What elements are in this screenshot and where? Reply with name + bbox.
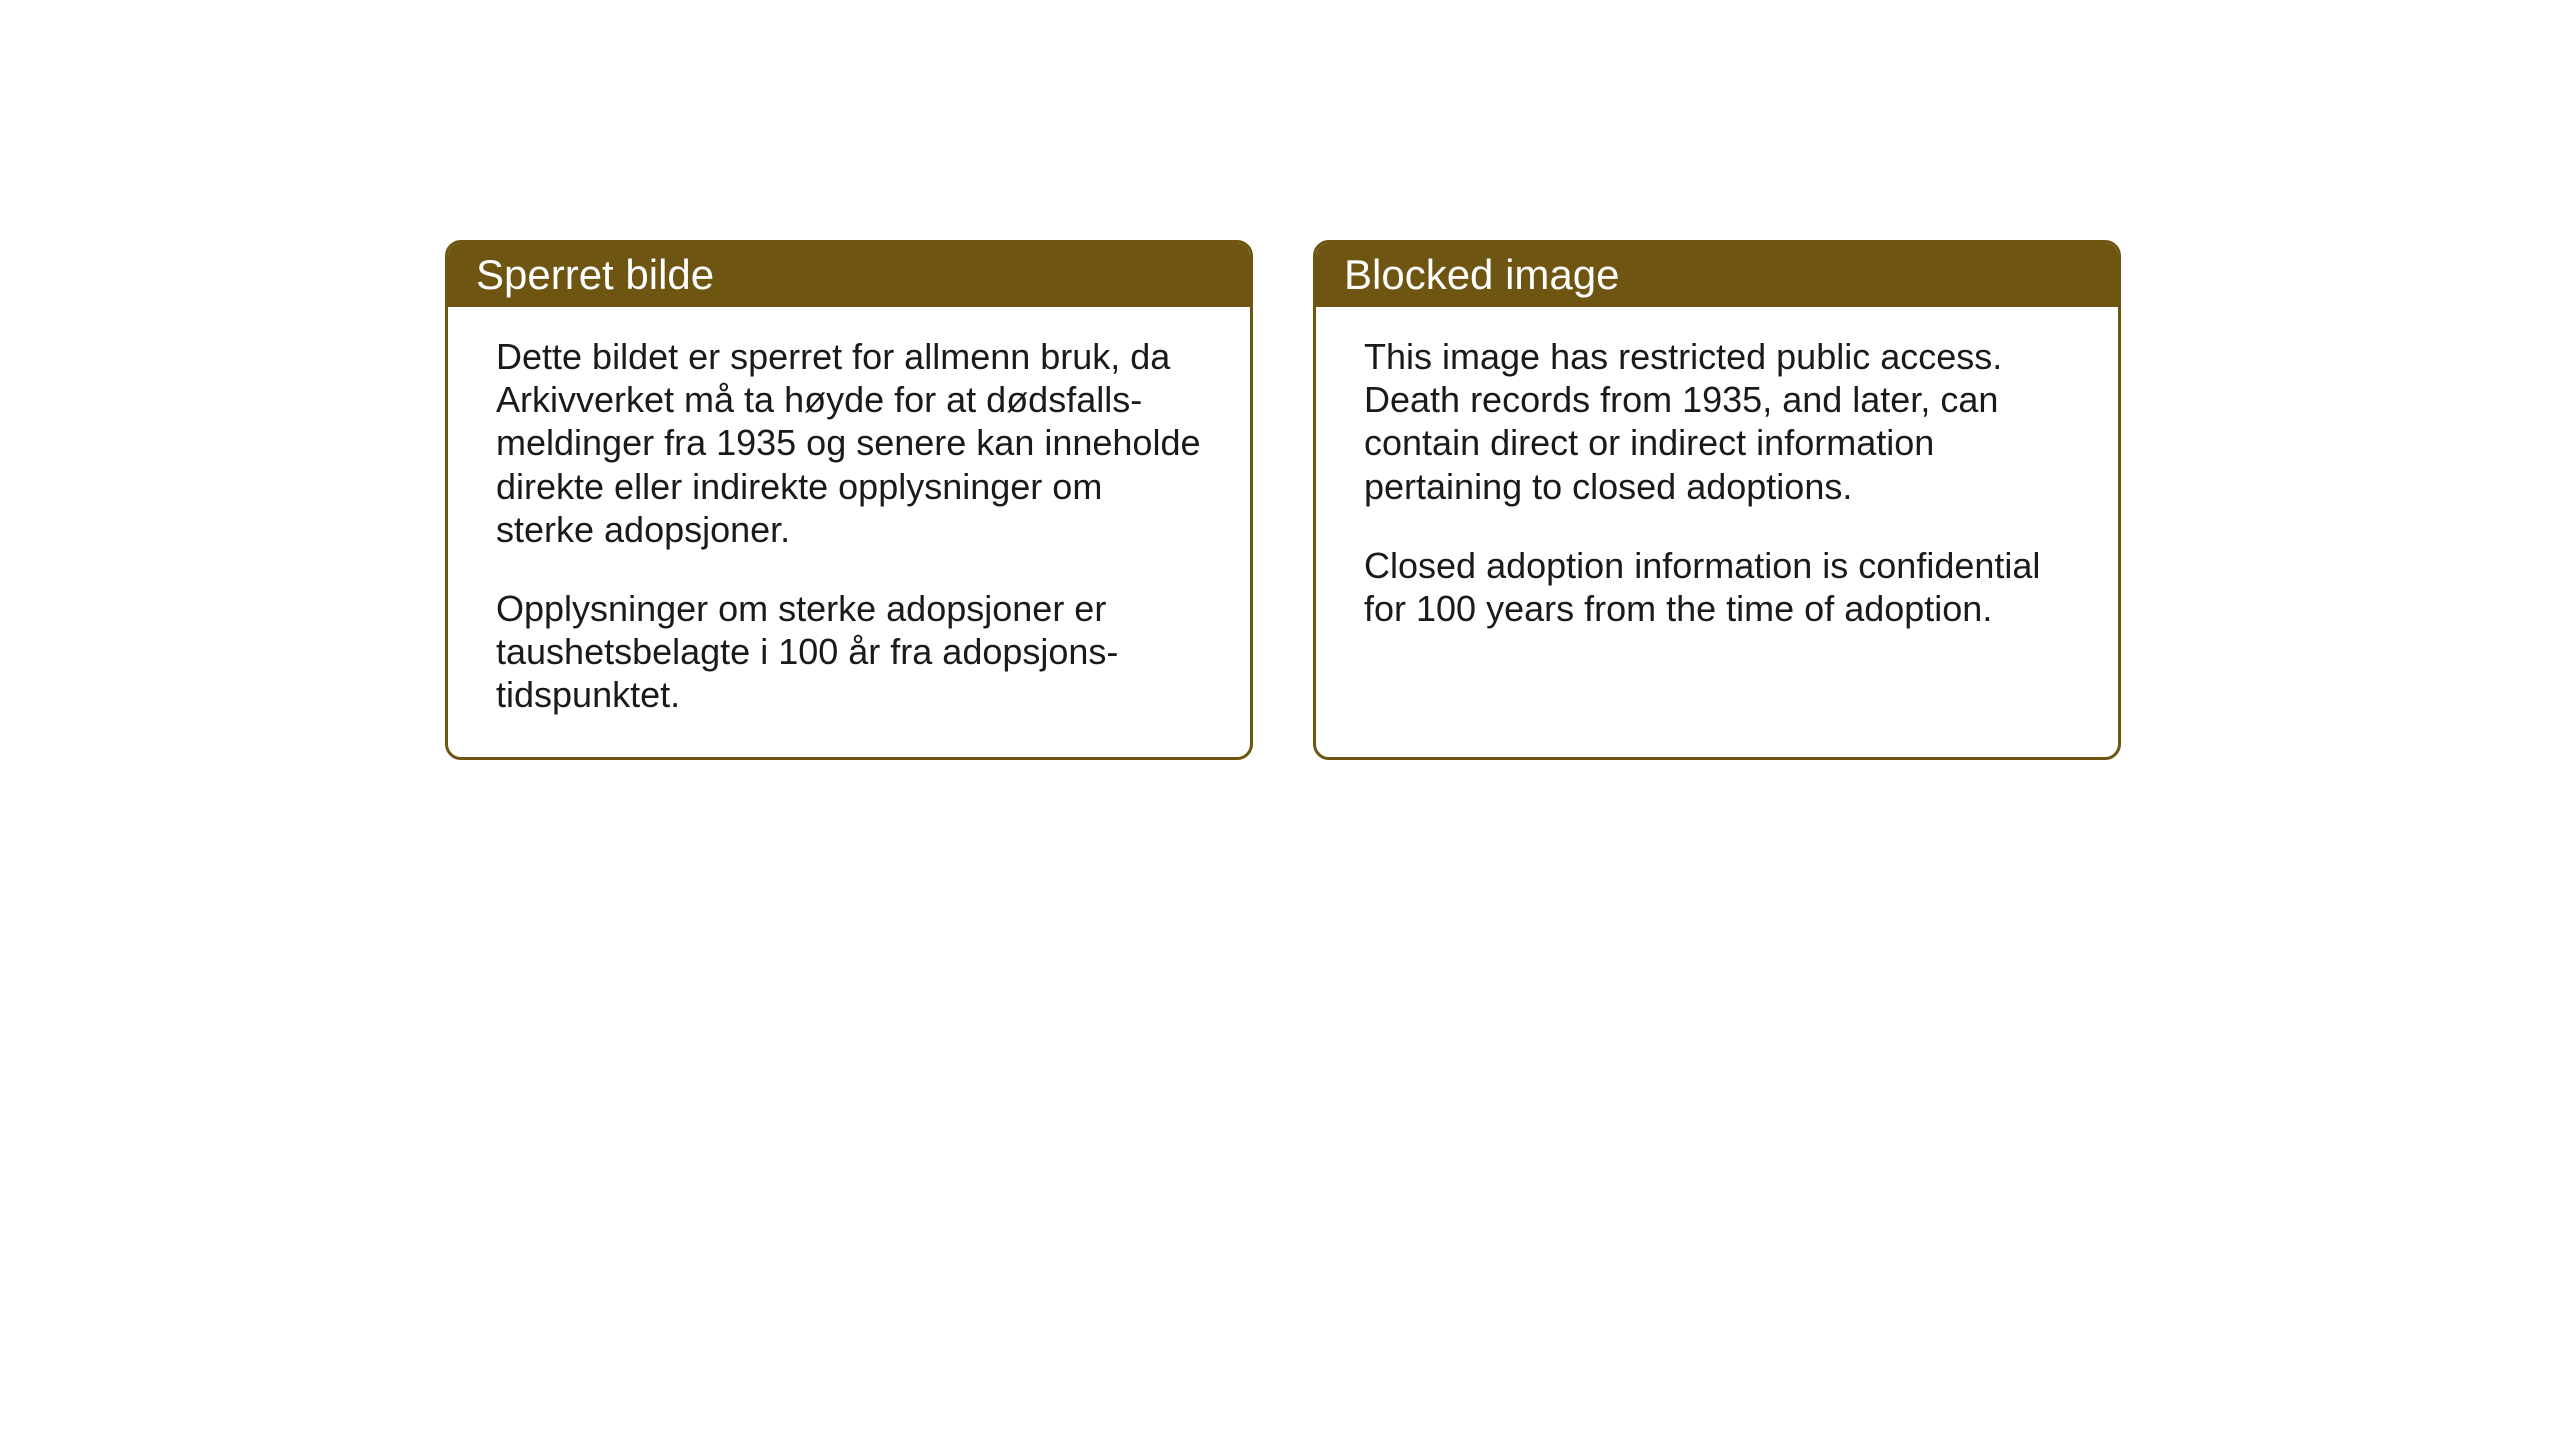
english-paragraph-2: Closed adoption information is confident… [1364,544,2070,630]
english-card-title: Blocked image [1316,243,2118,307]
norwegian-paragraph-1: Dette bildet er sperret for allmenn bruk… [496,335,1202,551]
english-card-body: This image has restricted public access.… [1316,307,2118,749]
norwegian-card-title: Sperret bilde [448,243,1250,307]
english-paragraph-1: This image has restricted public access.… [1364,335,2070,508]
english-notice-card: Blocked image This image has restricted … [1313,240,2121,760]
notice-container: Sperret bilde Dette bildet er sperret fo… [445,240,2121,760]
norwegian-notice-card: Sperret bilde Dette bildet er sperret fo… [445,240,1253,760]
norwegian-card-body: Dette bildet er sperret for allmenn bruk… [448,307,1250,757]
norwegian-paragraph-2: Opplysninger om sterke adopsjoner er tau… [496,587,1202,717]
